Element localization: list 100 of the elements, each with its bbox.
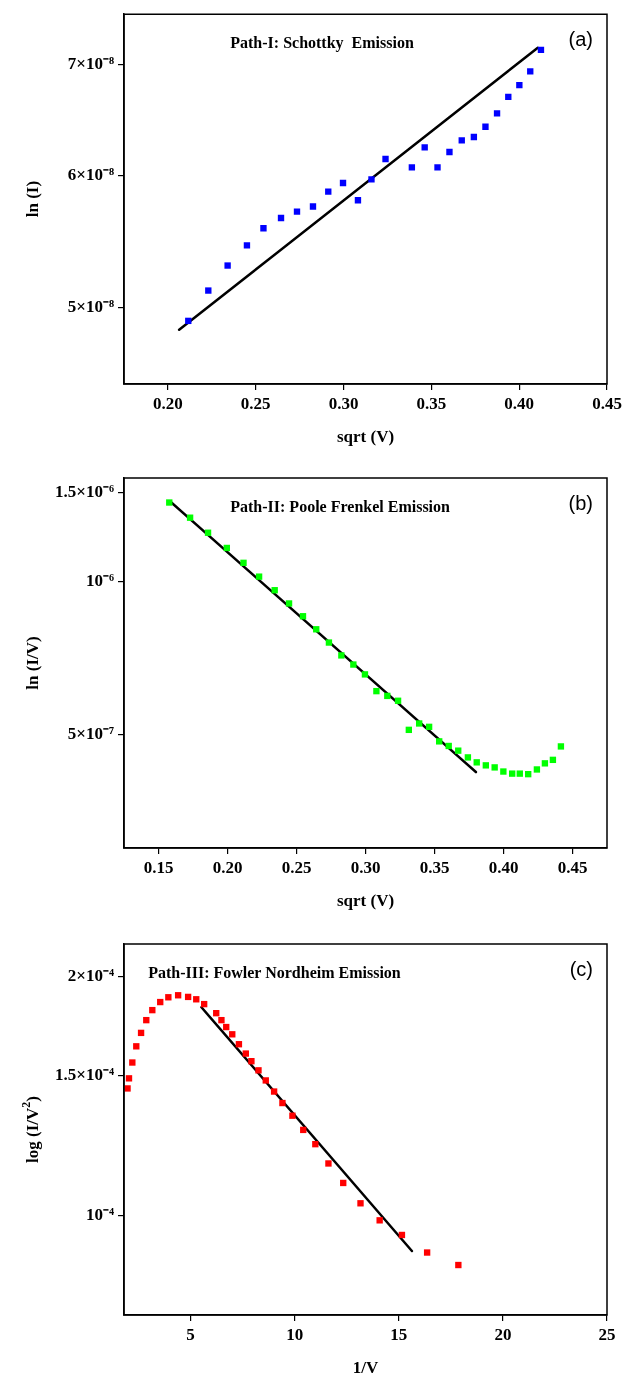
point: [325, 188, 332, 195]
point: [262, 1077, 269, 1084]
annotation: (a): [568, 27, 593, 50]
point: [129, 1059, 136, 1066]
y-axis-title: ln (I/V): [23, 636, 43, 690]
point: [125, 1075, 133, 1082]
point: [446, 148, 453, 156]
x-tick-label: 0.45: [557, 857, 588, 877]
y-tick-label: 5×10⁻⁸: [67, 297, 114, 317]
x-tick-label: 0.40: [504, 393, 535, 413]
y-axis-title: ln (I): [23, 180, 43, 218]
x-tick-label: 0.30: [350, 857, 381, 877]
point: [434, 164, 441, 171]
point: [382, 155, 389, 163]
y-tick-label: 2×10⁻⁴: [67, 966, 114, 986]
annotation: (b): [568, 491, 593, 514]
x-axis-title: sqrt (V): [336, 891, 395, 911]
point: [482, 123, 489, 130]
point: [376, 1217, 383, 1224]
point: [133, 1043, 140, 1050]
point: [361, 671, 369, 678]
point: [270, 1088, 278, 1095]
point: [240, 559, 247, 567]
x-tick-label: 15: [390, 1324, 408, 1344]
point: [165, 994, 172, 1001]
point: [527, 68, 534, 75]
point: [289, 1112, 296, 1119]
x-tick-label: 10: [286, 1324, 304, 1344]
x-tick-label: 5: [186, 1324, 195, 1344]
point: [357, 1200, 364, 1207]
point: [482, 762, 490, 769]
point: [338, 652, 345, 659]
x-tick-label: 0.25: [281, 857, 312, 877]
y-tick-label: 7×10⁻⁸: [67, 53, 114, 73]
point: [325, 1160, 332, 1167]
x-tick-label: 0.20: [212, 857, 243, 877]
point: [533, 766, 541, 773]
point: [309, 203, 317, 210]
x-tick-label: 0.25: [240, 393, 271, 413]
annotation: Path-III: Fowler Nordheim Emission: [148, 964, 401, 982]
point: [242, 1050, 249, 1057]
x-tick-label: 20: [494, 1324, 512, 1344]
point: [516, 81, 523, 89]
x-tick-label: 0.35: [419, 857, 450, 877]
point: [200, 1000, 208, 1008]
point: [541, 760, 549, 767]
annotation: (c): [569, 957, 593, 980]
point: [312, 1140, 319, 1148]
annotation: Path-II: Poole Frenkel Emission: [230, 498, 451, 516]
point: [285, 600, 293, 607]
point: [218, 1016, 225, 1024]
point: [408, 164, 416, 171]
x-axis-title: 1/V: [352, 1358, 379, 1378]
y-tick-label: 1.5×10⁻⁴: [54, 1065, 114, 1085]
annotation: Path-I: Schottky Emission: [230, 34, 414, 53]
point: [325, 639, 333, 646]
point: [373, 687, 380, 695]
y-tick-label: 10⁻⁶: [85, 571, 114, 591]
point: [423, 1249, 431, 1256]
point: [516, 770, 523, 777]
point: [166, 499, 173, 506]
point: [458, 137, 465, 144]
y-axis-title: log (I/V2): [19, 1096, 43, 1163]
point: [509, 770, 516, 777]
point: [255, 573, 263, 580]
point: [248, 1058, 255, 1065]
point: [455, 747, 462, 754]
point: [368, 176, 375, 183]
x-tick-label: 0.40: [488, 857, 519, 877]
y-tick-label: 5×10⁻⁷: [67, 724, 114, 744]
point: [293, 208, 301, 215]
point: [149, 1006, 156, 1014]
point: [473, 759, 480, 766]
x-tick-label: 0.20: [153, 393, 183, 413]
y-tick-label: 10⁻⁴: [85, 1205, 114, 1225]
point: [224, 262, 231, 269]
point: [557, 743, 565, 750]
point: [350, 661, 357, 668]
point: [243, 242, 251, 249]
point: [421, 144, 428, 151]
y-tick-label: 1.5×10⁻⁶: [54, 481, 114, 501]
x-tick-label: 0.45: [592, 393, 622, 413]
x-tick-label: 25: [598, 1324, 616, 1344]
x-axis-title: sqrt (V): [336, 427, 395, 447]
point: [124, 1085, 131, 1092]
point: [416, 720, 423, 727]
point: [279, 1099, 286, 1107]
point: [255, 1067, 262, 1074]
point: [436, 738, 443, 745]
point: [493, 110, 501, 117]
point: [223, 544, 230, 552]
x-tick-label: 0.35: [416, 393, 447, 413]
x-tick-label: 0.30: [328, 393, 359, 413]
point: [464, 754, 472, 761]
point: [260, 225, 267, 232]
point: [500, 768, 507, 775]
point: [205, 287, 212, 294]
point: [491, 764, 498, 771]
x-tick-label: 0.15: [143, 857, 174, 877]
point: [455, 1261, 462, 1269]
